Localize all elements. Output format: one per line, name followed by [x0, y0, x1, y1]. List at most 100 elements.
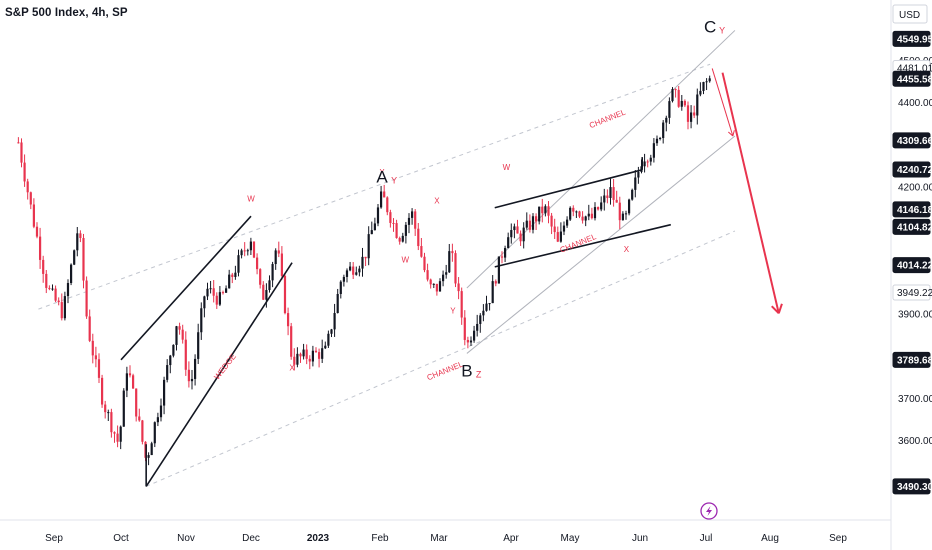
candle	[367, 226, 370, 266]
candle-body	[296, 353, 299, 365]
candle	[510, 223, 513, 244]
candle	[593, 202, 597, 221]
candle-body	[293, 356, 296, 365]
candle-body	[550, 215, 553, 227]
price-tag-value: 4104.82	[897, 222, 932, 233]
candle	[600, 196, 603, 212]
candle	[150, 441, 153, 456]
candle-body	[184, 339, 187, 370]
candle	[392, 218, 395, 232]
candle-body	[51, 288, 54, 290]
candle	[255, 253, 259, 275]
candle-body	[324, 345, 327, 349]
candle	[228, 269, 231, 289]
candle-body	[596, 207, 600, 210]
candle-body	[190, 378, 194, 382]
candle	[308, 355, 311, 370]
candle-body	[231, 274, 234, 277]
candle-body	[407, 217, 411, 225]
candle-body	[534, 216, 538, 222]
annotation-label: CHANNEL	[426, 359, 465, 382]
candle-body	[125, 373, 128, 391]
candle	[550, 212, 553, 235]
price-tag-box	[892, 132, 931, 149]
candle	[417, 222, 420, 251]
candle-body	[528, 220, 531, 230]
candle	[259, 268, 262, 289]
candle	[469, 336, 473, 346]
candle	[116, 425, 119, 448]
candle-body	[373, 223, 376, 231]
candle-body	[246, 250, 249, 252]
candle-body	[376, 207, 380, 224]
candle	[361, 247, 364, 277]
price-tag-box	[892, 257, 931, 274]
candle	[429, 278, 432, 289]
candle-body	[507, 237, 510, 249]
currency-box: USD	[892, 4, 928, 24]
candle-body	[649, 157, 652, 162]
candle-body	[128, 373, 132, 376]
candle	[435, 283, 438, 296]
candle-body	[479, 315, 482, 324]
candle-body	[460, 291, 463, 318]
candle-body	[141, 420, 144, 442]
candle	[296, 347, 299, 368]
candle-body	[255, 257, 259, 270]
candle	[528, 214, 531, 233]
projection-arrow	[721, 72, 783, 315]
candle	[624, 210, 628, 220]
y-tick-label: 3700.00	[898, 394, 932, 405]
dashed-line	[145, 230, 736, 487]
lightning-badge[interactable]	[700, 502, 718, 520]
candle	[665, 115, 668, 132]
candle	[693, 105, 696, 119]
candle-body	[314, 350, 318, 353]
candle-body	[370, 230, 373, 235]
candle	[553, 218, 556, 240]
candle	[426, 263, 429, 282]
candle	[23, 154, 26, 187]
candle	[401, 232, 404, 243]
candle	[454, 250, 457, 288]
candle-body	[435, 283, 438, 292]
price-tag: 3789.68	[892, 351, 932, 368]
candle	[643, 153, 646, 173]
candle-body	[612, 187, 615, 200]
channel-line	[466, 135, 736, 354]
candle	[311, 345, 314, 367]
price-tag: 4104.82	[892, 218, 932, 235]
candle-body	[593, 207, 597, 219]
candle	[336, 288, 339, 314]
candle-body	[500, 256, 504, 258]
candle-body	[627, 199, 631, 214]
candle	[472, 325, 476, 343]
candle	[237, 249, 240, 277]
candle	[609, 178, 612, 205]
candle	[184, 331, 187, 376]
candle	[383, 184, 386, 198]
y-tick-label: 3600.00	[898, 436, 932, 447]
annotation-label: X	[289, 363, 295, 372]
candle-body	[606, 195, 609, 198]
candle	[516, 219, 519, 234]
candle-body	[187, 369, 190, 382]
candle-body	[345, 270, 349, 277]
candle-body	[652, 143, 655, 158]
candle-body	[677, 89, 680, 107]
candle	[479, 313, 482, 333]
candle-body	[23, 162, 26, 182]
candle	[324, 341, 327, 350]
candle	[246, 248, 249, 256]
candle	[290, 322, 293, 360]
candle	[327, 330, 330, 348]
candle-body	[66, 283, 70, 297]
candle-body	[547, 206, 550, 216]
candle	[100, 374, 104, 408]
candle-body	[572, 207, 575, 212]
candle-body	[38, 236, 42, 260]
price-tag-box	[892, 70, 931, 87]
candle	[488, 302, 491, 311]
candle	[463, 310, 466, 346]
